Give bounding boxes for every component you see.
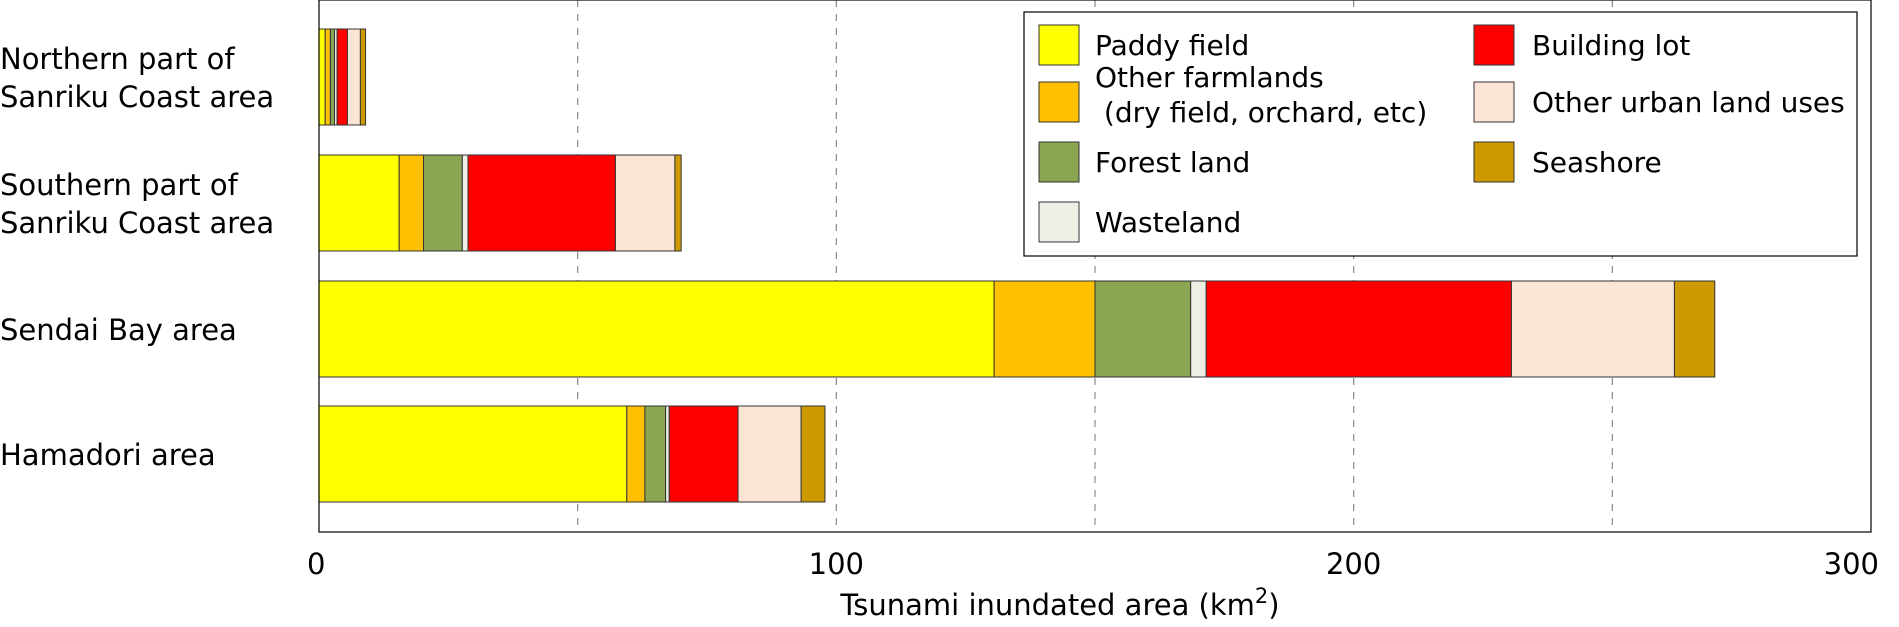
- category-label: Sanriku Coast area: [0, 80, 274, 114]
- x-tick-label: 100: [809, 547, 864, 581]
- legend-label: Other farmlands: [1095, 61, 1324, 94]
- bar-segment: [1510, 280, 1675, 378]
- legend-label: Forest land: [1095, 146, 1250, 179]
- x-axis-label-superscript: 2: [1255, 584, 1268, 608]
- x-axis-tick-labels: 0 100 200 300: [307, 547, 1879, 581]
- bar-segment: [329, 28, 336, 126]
- bar-segment: [1205, 280, 1512, 378]
- bar-segment: [398, 154, 425, 252]
- legend-label: Other urban land uses: [1532, 86, 1845, 119]
- category-label: Southern part of: [0, 168, 239, 202]
- legend-swatch: [1038, 24, 1080, 66]
- x-axis-label-suffix: ): [1268, 588, 1279, 622]
- legend-swatch: [1473, 24, 1515, 66]
- legend-label: Wasteland: [1095, 206, 1241, 239]
- bar-segment: [674, 154, 682, 252]
- bar-segment: [668, 405, 739, 503]
- bar-segment: [318, 28, 326, 126]
- x-axis-label: Tsunami inundated area (km2): [839, 584, 1279, 622]
- bar-segment: [1094, 280, 1192, 378]
- bar-segment: [461, 154, 469, 252]
- bar-segment: [336, 28, 348, 126]
- legend-label: Paddy field: [1095, 29, 1249, 62]
- legend-swatch: [1473, 141, 1515, 183]
- category-labels: Northern part of Sanriku Coast area Southe…: [0, 42, 274, 472]
- bar-segment: [993, 280, 1096, 378]
- legend-label: Building lot: [1532, 29, 1690, 62]
- bar-segment: [423, 154, 463, 252]
- bar-segment: [1673, 280, 1716, 378]
- bar-segment: [359, 28, 367, 126]
- legend-box: [1023, 11, 1858, 257]
- category-label: Sanriku Coast area: [0, 206, 274, 240]
- bar-segment: [467, 154, 616, 252]
- x-tick-label: 300: [1824, 547, 1879, 581]
- bar-segment: [318, 405, 628, 503]
- bar-segment: [1190, 280, 1207, 378]
- legend-swatch: [1473, 81, 1515, 123]
- legend-swatch: [1038, 141, 1080, 183]
- plot-area-frame: [318, 0, 1872, 533]
- legend-label: (dry field, orchard, etc): [1095, 96, 1427, 129]
- bar-segment: [737, 405, 802, 503]
- category-label: Hamadori area: [0, 438, 216, 472]
- bar-segment: [614, 154, 676, 252]
- bar-segment: [318, 154, 400, 252]
- x-tick-label: 200: [1326, 547, 1381, 581]
- bar-segment: [324, 28, 331, 126]
- bar-segment: [665, 405, 670, 503]
- bar-segment: [318, 280, 995, 378]
- legend-label: Seashore: [1532, 146, 1662, 179]
- legend-swatch: [1038, 81, 1080, 123]
- x-tick-label: 0: [307, 547, 325, 581]
- bar-segment: [644, 405, 667, 503]
- bar-segment: [626, 405, 646, 503]
- bars: [318, 28, 1716, 503]
- bar-segment: [346, 28, 361, 126]
- legend-swatch: [1038, 201, 1080, 243]
- category-label: Sendai Bay area: [0, 313, 237, 347]
- bar-segment: [800, 405, 826, 503]
- category-label: Northern part of: [0, 42, 235, 76]
